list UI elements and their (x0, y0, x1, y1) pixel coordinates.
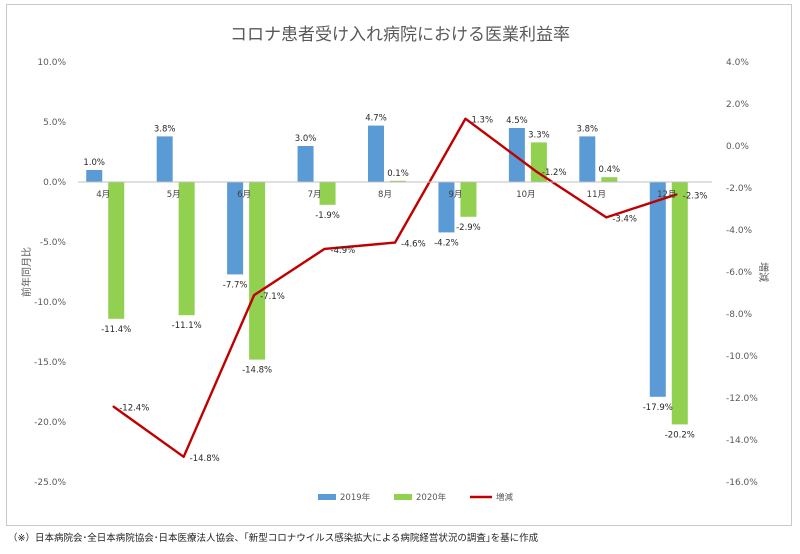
right-tick-label: -2.0% (726, 184, 753, 194)
legend-label: 増減 (496, 492, 514, 503)
left-tick-label: -10.0% (34, 298, 66, 308)
left-tick-label: -15.0% (34, 358, 66, 368)
data-label: 3.8% (154, 124, 176, 134)
left-tick-label: -20.0% (34, 418, 66, 428)
category-label: 4月 (96, 190, 110, 200)
line-point (605, 216, 608, 219)
chart-title: コロナ患者受け入れ病院における医業利益率 (230, 25, 570, 45)
right-tick-label: 4.0% (726, 58, 749, 68)
left-tick-label: -25.0% (34, 478, 66, 488)
data-label: 3.8% (577, 124, 599, 134)
left-tick-label: -5.0% (40, 238, 67, 248)
bar-2019 (156, 136, 173, 182)
line-point (323, 248, 326, 250)
right-tick-label: -6.0% (726, 268, 753, 278)
line-data-label: -4.6% (401, 240, 426, 250)
bar-2019 (227, 182, 244, 275)
data-label: -14.8% (242, 366, 272, 376)
line-data-label: -1.2% (542, 168, 567, 178)
bar-2020 (249, 182, 266, 360)
right-tick-label: -14.0% (726, 436, 758, 446)
data-label: -7.7% (223, 280, 248, 290)
left-tick-label: 5.0% (43, 118, 66, 128)
line-data-label: -2.3% (683, 191, 708, 201)
line-point (535, 170, 537, 172)
left-axis-title: 前年同月比 (20, 247, 33, 297)
source-note: （※）日本病院会･全日本病院協会･日本医療法人協会、｢新型コロナウイルス感染拡大… (8, 533, 539, 544)
data-label: -4.2% (434, 238, 459, 248)
line-data-label: -12.4% (119, 403, 149, 413)
bar-2019 (508, 128, 525, 182)
data-label: 3.3% (528, 130, 550, 140)
data-label: -1.9% (315, 211, 340, 221)
line-data-label: -3.4% (612, 214, 637, 224)
bar-2020 (178, 182, 195, 316)
data-label: 4.7% (365, 114, 387, 124)
chart: コロナ患者受け入れ病院における医業利益率 1.0% 3.8% -7.7% 3.0% 4.… (20, 25, 770, 503)
line-point (182, 456, 185, 458)
right-tick-label: 2.0% (726, 100, 749, 110)
category-label: 5月 (167, 190, 181, 200)
right-tick-label: -12.0% (726, 394, 758, 404)
bar-2019 (297, 146, 314, 182)
bar-2020 (390, 180, 406, 182)
bar-2020 (530, 142, 547, 182)
data-label: 0.4% (599, 165, 621, 175)
legend-label: 2019年 (340, 492, 371, 503)
data-label: -17.9% (643, 403, 673, 413)
legend-swatch (318, 494, 336, 500)
legend-swatch (394, 494, 412, 500)
data-label: -2.9% (456, 223, 481, 233)
line-point (112, 405, 115, 408)
category-label: 6月 (237, 190, 251, 200)
left-tick-label: 10.0% (37, 58, 66, 68)
bar-2020 (601, 177, 618, 182)
data-label: -20.2% (665, 430, 695, 440)
bar-2020 (319, 182, 336, 205)
data-label: 1.0% (83, 158, 105, 168)
bar-2019 (438, 182, 455, 233)
bar-2020 (671, 182, 688, 425)
category-label: 10月 (516, 190, 535, 200)
right-tick-label: -10.0% (726, 352, 758, 362)
data-label: 4.5% (506, 116, 528, 126)
line-data-label: -7.1% (260, 292, 285, 302)
line-point (464, 117, 467, 120)
category-label: 12月 (657, 190, 676, 200)
data-label: -11.1% (172, 321, 202, 331)
bar-2019 (86, 170, 103, 182)
line-point (394, 241, 396, 244)
category-label: 7月 (308, 190, 322, 200)
line-point (675, 193, 678, 196)
bar-2019 (368, 125, 384, 182)
right-tick-label: -4.0% (726, 226, 753, 236)
category-label: 9月 (448, 190, 462, 200)
left-tick-label: 0.0% (43, 178, 66, 188)
category-label: 8月 (378, 190, 392, 200)
right-tick-label: -16.0% (726, 478, 758, 488)
right-tick-label: 0.0% (726, 142, 749, 152)
right-axis-title: 増減 (757, 262, 770, 282)
bar-2019 (579, 136, 596, 182)
right-tick-label: -8.0% (726, 310, 753, 320)
line-data-label: 1.3% (471, 116, 493, 126)
category-label: 11月 (587, 190, 606, 200)
bar-2019 (649, 182, 666, 397)
data-label: 0.1% (387, 169, 409, 179)
bar-2020 (460, 182, 477, 217)
bar-2020 (108, 182, 125, 319)
legend-label: 2020年 (416, 492, 447, 503)
data-label: 3.0% (295, 134, 317, 144)
line-data-label: -14.8% (190, 454, 220, 464)
data-label: -11.4% (101, 325, 131, 335)
line-data-label: -4.9% (331, 246, 356, 256)
line-point (253, 294, 255, 296)
